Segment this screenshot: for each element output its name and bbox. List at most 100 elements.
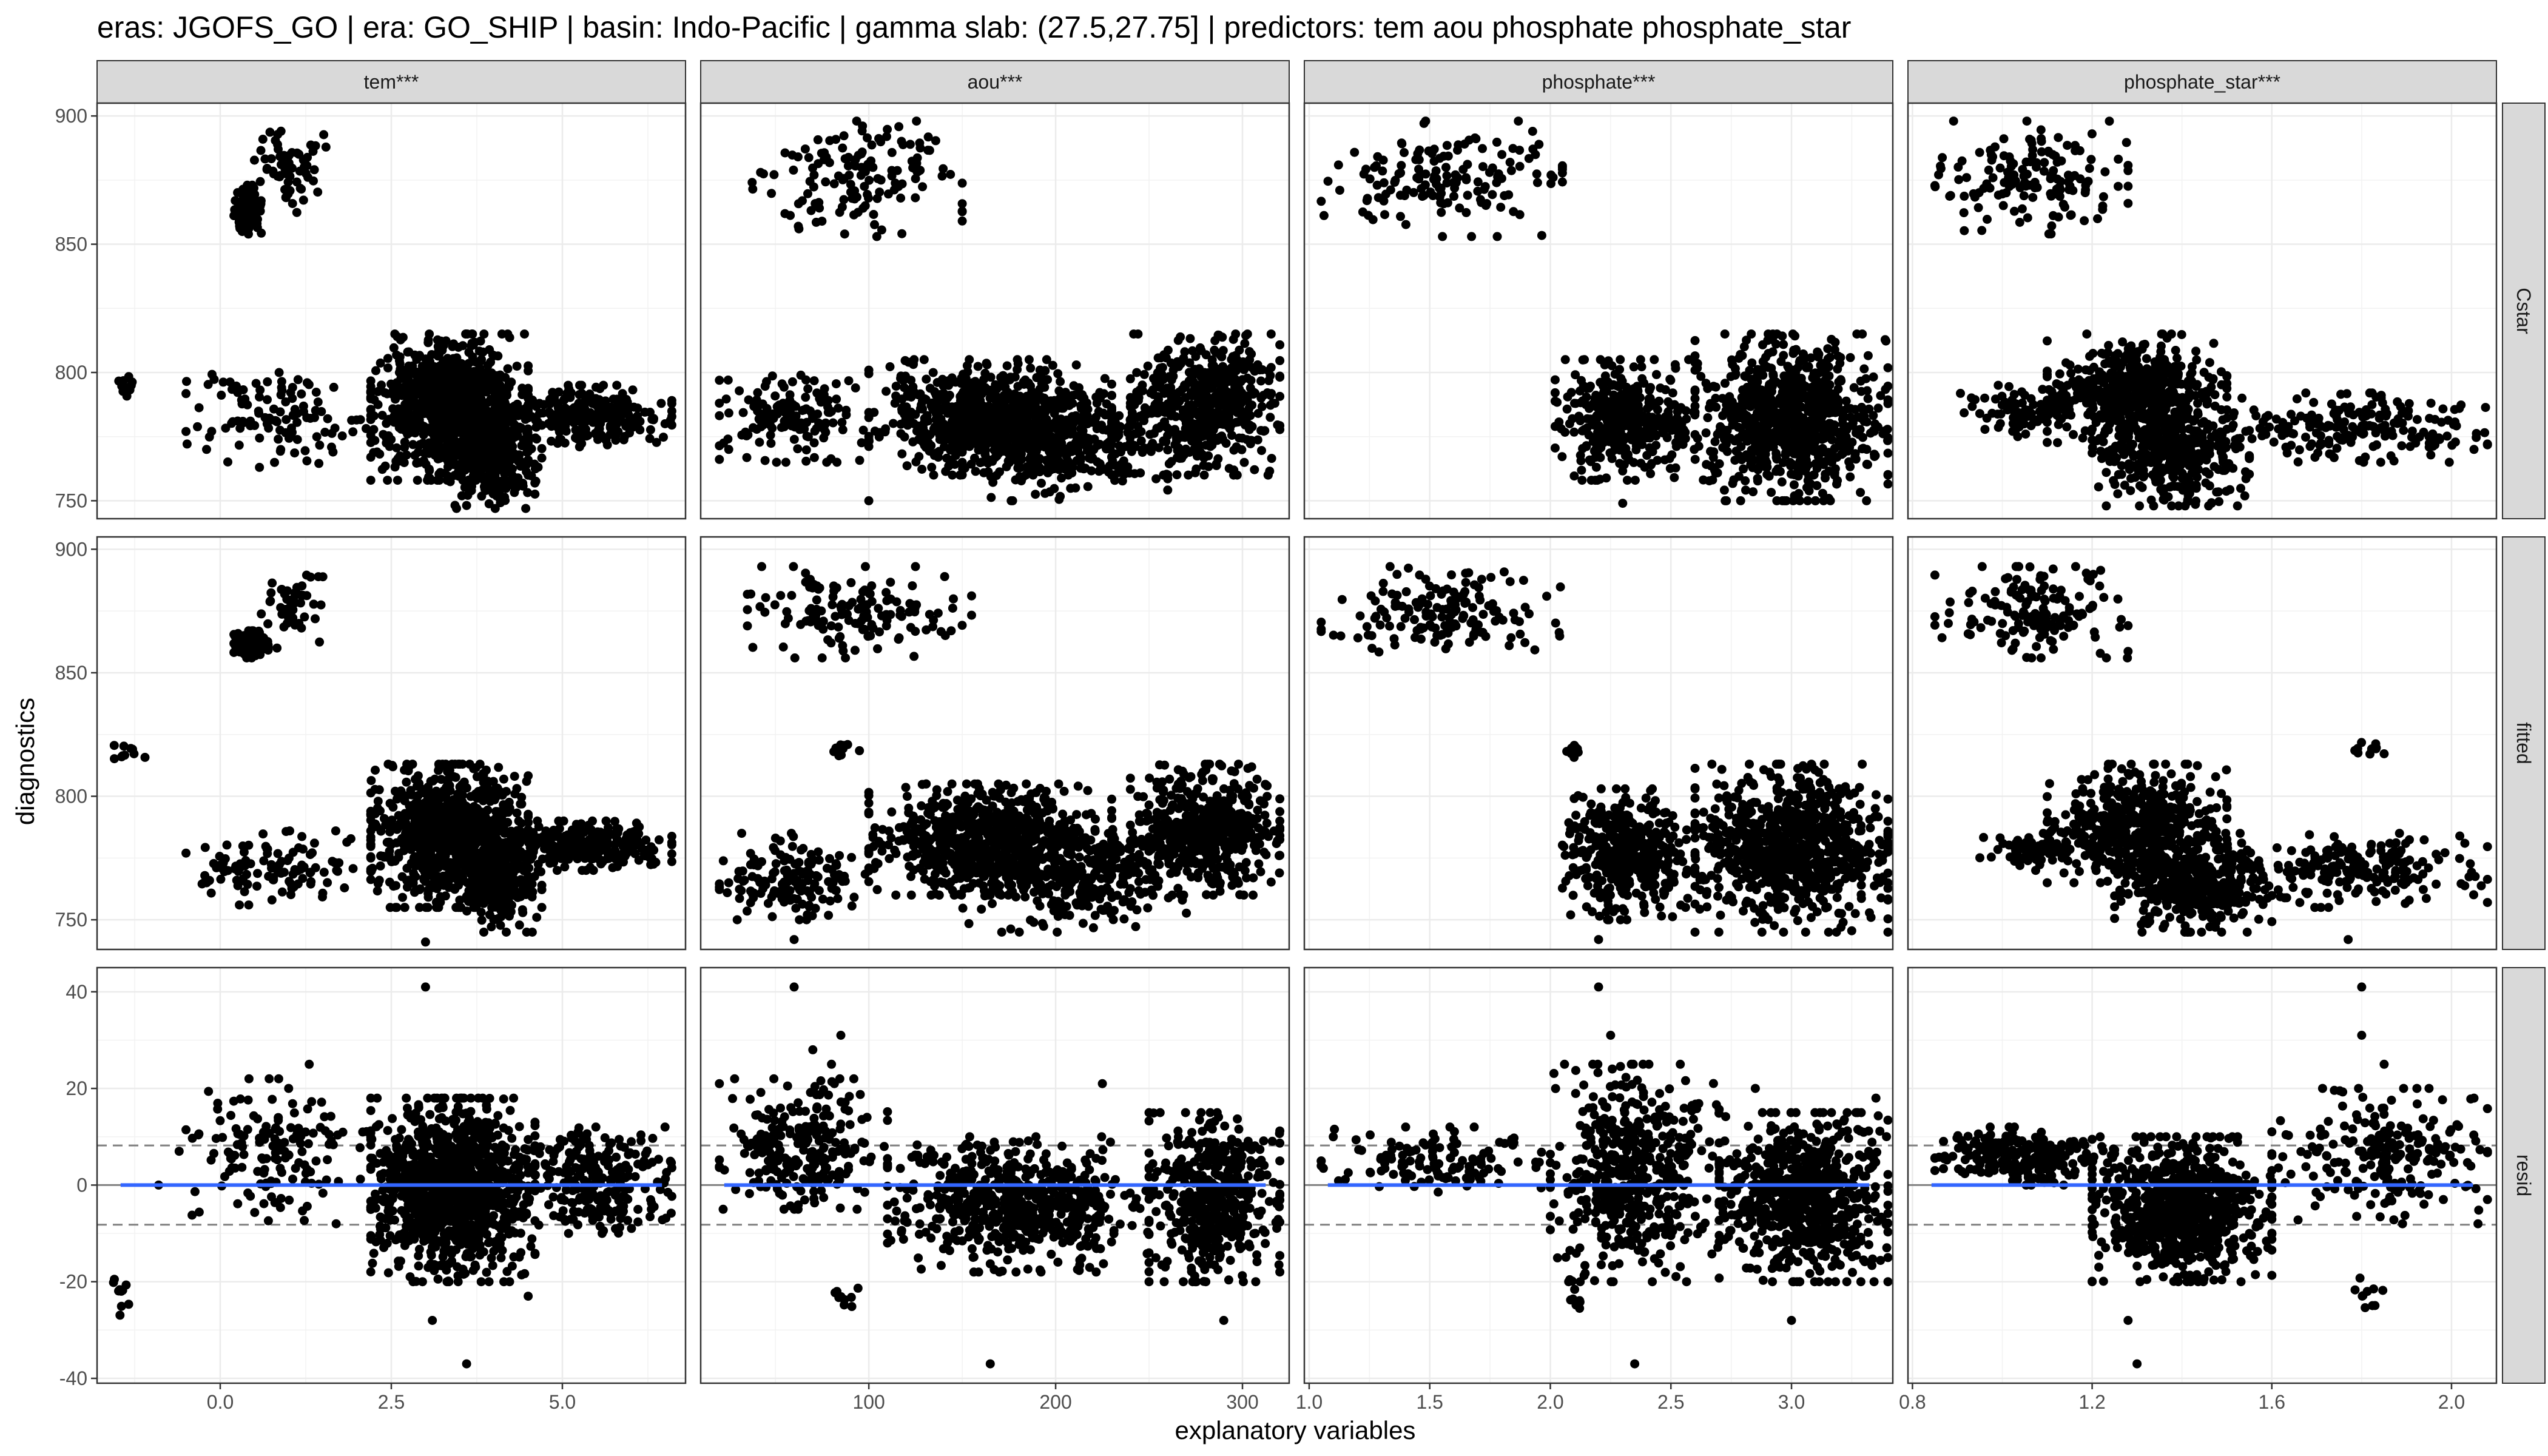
data-point [204,432,214,442]
data-point [864,408,874,417]
data-point [393,332,402,342]
data-point [313,397,323,407]
data-point [293,375,303,385]
data-point [1645,443,1654,453]
data-point [1557,177,1567,187]
data-point [1738,396,1748,405]
data-point [1720,329,1730,339]
data-point [122,391,132,401]
data-point [667,396,676,405]
data-point [225,377,235,387]
data-point [948,416,957,426]
data-point [383,363,393,372]
data-point [866,156,876,166]
data-point [1400,191,1409,200]
data-point [1149,389,1158,399]
data-point [1743,387,1753,397]
data-point [312,432,322,442]
data-point [1218,419,1227,429]
data-point [829,179,839,189]
data-point [500,496,510,505]
data-point [801,393,811,402]
data-point [510,488,519,497]
data-point [311,388,321,397]
data-point [1742,411,1752,420]
data-point [394,404,403,414]
data-point [263,377,272,386]
data-point [1492,232,1502,241]
data-point [124,372,133,382]
data-point [1025,406,1034,416]
data-point [231,196,240,206]
facet-strip-top-bg [700,60,1290,104]
data-point [867,140,877,150]
data-point [416,423,426,433]
data-point [612,380,622,390]
data-point [1380,210,1389,220]
data-point [1160,417,1170,426]
data-point [1014,434,1023,443]
data-point [724,408,733,418]
data-point [1235,391,1244,400]
data-point [1097,465,1107,474]
scatter-points [114,126,676,513]
data-point [486,394,496,404]
data-point [500,469,510,479]
data-point [1569,427,1579,437]
data-point [932,410,941,419]
data-point [1781,376,1791,385]
data-point [1275,391,1285,401]
data-point [1415,145,1424,155]
data-point [1188,346,1198,356]
data-point [265,127,275,137]
data-point [1694,442,1704,451]
data-point [1852,329,1862,339]
data-point [1397,139,1407,149]
facet-strip-right: fitted [2502,536,2546,950]
data-point [477,451,487,461]
data-point [518,479,528,488]
data-point [749,423,758,433]
data-point [275,407,285,417]
data-point [1855,425,1865,434]
data-point [789,165,798,175]
data-point [957,470,967,480]
data-point [1643,413,1653,422]
data-point [383,354,393,363]
data-point [1053,369,1063,379]
facet-strip-top: phosphate*** [1304,60,1893,104]
data-point [1216,391,1226,400]
data-point [329,382,339,392]
data-point [1870,452,1879,461]
data-point [1771,448,1781,458]
data-point [923,132,933,142]
data-point [1741,485,1750,495]
data-point [1463,190,1472,200]
data-point [943,393,952,402]
data-point [430,440,439,450]
data-point [418,381,428,391]
data-point [957,389,967,399]
data-point [864,365,874,375]
data-point [1818,366,1828,376]
data-point [1197,429,1207,439]
data-point [1125,399,1135,408]
data-point [1464,135,1474,145]
data-point [1798,384,1808,394]
data-point [1637,374,1647,383]
data-point [295,166,305,176]
data-point [1883,433,1893,442]
data-point [1614,410,1623,420]
data-point [965,408,974,417]
data-point [742,431,752,440]
data-point [1856,488,1866,497]
data-point [292,417,302,427]
data-point [885,362,895,371]
data-point [900,410,909,419]
data-point [1883,448,1893,458]
data-point [1450,183,1460,193]
data-point [1139,416,1149,425]
data-point [809,411,819,420]
data-point [300,446,310,456]
data-point [1412,173,1422,183]
